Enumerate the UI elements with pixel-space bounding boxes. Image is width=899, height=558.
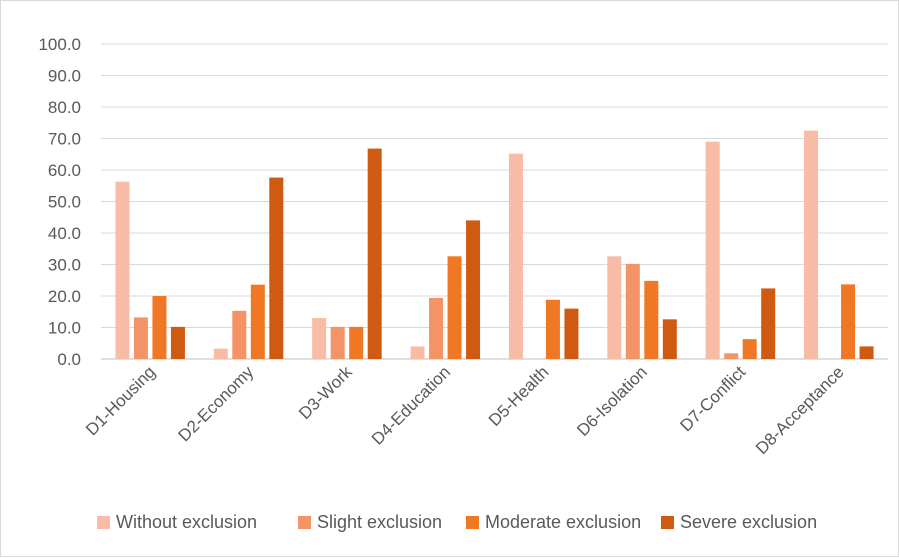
y-axis: 0.0 10.0 20.0 30.0 40.0 50.0 60.0 70.0 80.0 90.0 1… bbox=[38, 35, 81, 369]
x-tick-label: D8-Acceptance bbox=[752, 362, 848, 458]
bar bbox=[466, 220, 481, 359]
gridlines bbox=[101, 43, 888, 360]
x-tick-label: D2-Economy bbox=[174, 362, 257, 445]
bar bbox=[625, 263, 640, 359]
bar bbox=[662, 319, 677, 359]
bar bbox=[841, 284, 856, 359]
legend-swatch bbox=[298, 516, 311, 529]
bar bbox=[508, 153, 523, 359]
legend-swatch bbox=[466, 516, 479, 529]
x-axis: D1-Housing D2-Economy D3-Work D4-Education D… bbox=[82, 362, 848, 458]
bar bbox=[545, 299, 560, 359]
bar bbox=[644, 280, 659, 359]
bar bbox=[761, 288, 776, 359]
y-tick-label: 20.0 bbox=[48, 287, 81, 306]
y-tick-label: 40.0 bbox=[48, 224, 81, 243]
x-tick-label: D3-Work bbox=[295, 362, 356, 423]
y-tick-label: 30.0 bbox=[48, 256, 81, 275]
bar bbox=[152, 296, 167, 359]
bar bbox=[330, 326, 345, 359]
x-tick-label: D4-Education bbox=[368, 362, 454, 448]
bar bbox=[564, 308, 579, 359]
bar bbox=[232, 310, 247, 359]
bar bbox=[804, 130, 819, 359]
legend-label: Without exclusion bbox=[116, 512, 257, 532]
y-tick-label: 100.0 bbox=[38, 35, 81, 54]
bar bbox=[213, 348, 228, 359]
bar bbox=[133, 317, 148, 359]
y-tick-label: 50.0 bbox=[48, 193, 81, 212]
bar bbox=[250, 284, 265, 359]
bar bbox=[312, 318, 327, 359]
legend: Without exclusion Slight exclusion Moderat… bbox=[97, 512, 817, 532]
x-tick-label: D6-Isolation bbox=[573, 362, 651, 440]
legend-swatch bbox=[97, 516, 110, 529]
legend-label: Severe exclusion bbox=[680, 512, 817, 532]
y-tick-label: 0.0 bbox=[57, 350, 81, 369]
bar bbox=[447, 256, 462, 359]
y-tick-label: 60.0 bbox=[48, 161, 81, 180]
bar bbox=[705, 141, 720, 359]
y-tick-label: 10.0 bbox=[48, 319, 81, 338]
legend-swatch bbox=[661, 516, 674, 529]
legend-label: Moderate exclusion bbox=[485, 512, 641, 532]
y-tick-label: 90.0 bbox=[48, 67, 81, 86]
bar bbox=[115, 181, 130, 359]
bar bbox=[349, 326, 364, 359]
bar bbox=[170, 326, 185, 359]
bar bbox=[859, 346, 874, 359]
x-tick-label: D7-Conflict bbox=[676, 362, 749, 435]
bars bbox=[115, 130, 874, 359]
x-tick-label: D1-Housing bbox=[82, 362, 159, 439]
bar bbox=[429, 297, 444, 359]
bar bbox=[724, 353, 739, 359]
y-tick-label: 70.0 bbox=[48, 130, 81, 149]
bar bbox=[742, 339, 757, 359]
bar bbox=[410, 346, 425, 359]
bar bbox=[607, 256, 622, 359]
y-tick-label: 80.0 bbox=[48, 98, 81, 117]
legend-label: Slight exclusion bbox=[317, 512, 442, 532]
x-tick-label: D5-Health bbox=[485, 362, 553, 430]
bar bbox=[269, 177, 284, 359]
bar bbox=[367, 148, 382, 359]
